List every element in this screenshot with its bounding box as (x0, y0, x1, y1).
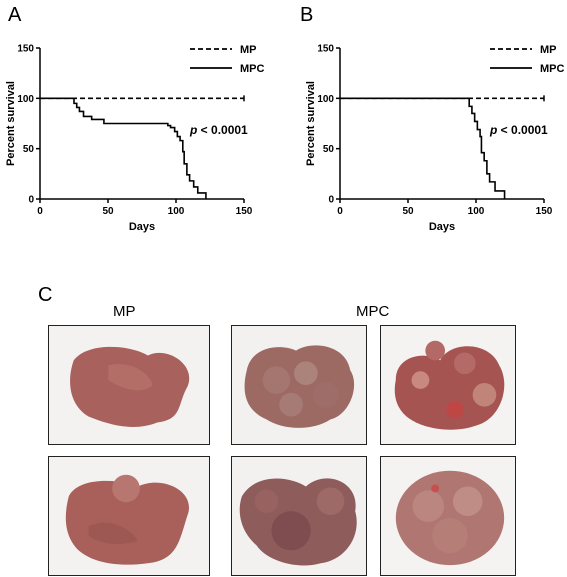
liver-photo-mpc-3 (231, 456, 367, 576)
x-tick-label: 100 (168, 206, 185, 217)
p-value-text: < 0.0001 (197, 123, 248, 137)
series-line-mpc (40, 97, 207, 199)
liver-photo-mpc-4 (380, 456, 516, 576)
y-tick-label: 150 (317, 44, 334, 55)
y-tick-label: 100 (317, 94, 334, 105)
x-tick-label: 50 (402, 206, 414, 217)
liver-mpc-1-image (232, 326, 366, 444)
p-value-annotation: p < 0.0001 (489, 123, 548, 137)
y-tick-label: 0 (28, 195, 34, 206)
x-axis-label: Days (129, 221, 155, 233)
x-tick-label: 100 (468, 206, 485, 217)
x-tick-label: 150 (236, 206, 253, 217)
survival-chart-a: 0 50 100 150 0 50 100 150 Days Percent survival MP… (0, 30, 280, 240)
liver-photo-mpc-2 (380, 325, 516, 445)
y-tick-label: 100 (17, 94, 34, 105)
x-tick-label: 150 (536, 206, 553, 217)
liver-photo-mpc-1 (231, 325, 367, 445)
p-value-symbol: p (489, 123, 497, 137)
liver-mp-2-image (49, 457, 209, 575)
liver-mpc-4-image (381, 457, 515, 575)
liver-photo-mp-2 (48, 456, 210, 576)
panel-letter-a: A (8, 4, 22, 26)
p-value-text: < 0.0001 (497, 123, 548, 137)
series-line-mpc (340, 97, 506, 199)
y-tick-label: 50 (23, 144, 35, 155)
y-axis-label: Percent survival (5, 81, 17, 166)
survival-chart-a-svg: 0 50 100 150 0 50 100 150 Days Percent survival MP… (5, 44, 265, 234)
x-axis-label: Days (429, 221, 455, 233)
y-tick-label: 0 (328, 195, 334, 206)
y-tick-label: 50 (323, 144, 335, 155)
liver-mpc-3-image (232, 457, 366, 575)
legend-label-mpc: MPC (240, 63, 265, 75)
p-value-annotation: p < 0.0001 (189, 123, 248, 137)
y-axis-label: Percent survival (305, 81, 317, 166)
panel-letter-b: B (300, 4, 314, 26)
p-value-symbol: p (189, 123, 197, 137)
liver-mp-1-image (49, 326, 209, 444)
photo-heading-mpc: MPC (356, 303, 390, 320)
liver-mpc-2-image (381, 326, 515, 444)
liver-photo-mp-1 (48, 325, 210, 445)
survival-chart-b-svg: 0 50 100 150 0 50 100 150 Days Percent survival MP… (305, 44, 565, 234)
x-tick-label: 0 (37, 206, 43, 217)
x-tick-label: 50 (102, 206, 114, 217)
photo-heading-mp: MP (113, 303, 136, 320)
x-tick-label: 0 (337, 206, 343, 217)
y-tick-label: 150 (17, 44, 34, 55)
legend-label-mp: MP (240, 44, 257, 56)
survival-chart-b: 0 50 100 150 0 50 100 150 Days Percent survival MP… (300, 30, 567, 240)
legend-label-mpc: MPC (540, 63, 565, 75)
legend-label-mp: MP (540, 44, 557, 56)
panel-letter-c: C (38, 284, 53, 306)
